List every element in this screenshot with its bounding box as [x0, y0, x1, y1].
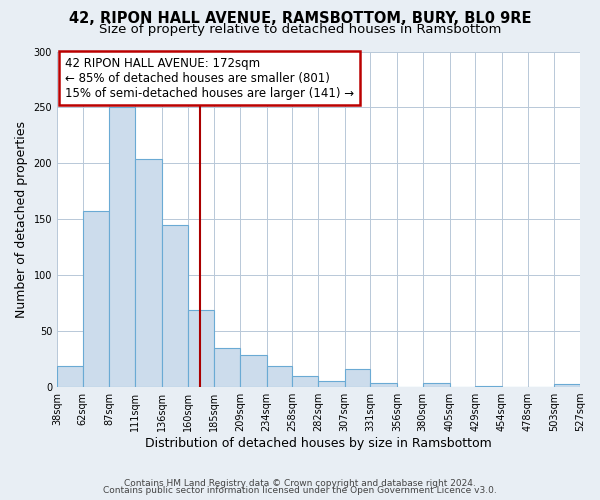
- Bar: [162, 225, 188, 387]
- X-axis label: Distribution of detached houses by size in Ramsbottom: Distribution of detached houses by size …: [145, 437, 492, 450]
- Bar: [318, 382, 345, 387]
- Bar: [345, 369, 370, 387]
- Text: Size of property relative to detached houses in Ramsbottom: Size of property relative to detached ho…: [99, 22, 501, 36]
- Bar: [57, 366, 83, 387]
- Bar: [135, 159, 162, 387]
- Text: Contains public sector information licensed under the Open Government Licence v3: Contains public sector information licen…: [103, 486, 497, 495]
- Bar: [423, 382, 449, 387]
- Bar: [292, 376, 318, 387]
- Bar: [188, 310, 214, 387]
- Y-axis label: Number of detached properties: Number of detached properties: [15, 121, 28, 318]
- Bar: [83, 212, 109, 387]
- Bar: [554, 384, 580, 387]
- Text: Contains HM Land Registry data © Crown copyright and database right 2024.: Contains HM Land Registry data © Crown c…: [124, 478, 476, 488]
- Bar: [475, 386, 502, 387]
- Bar: [214, 348, 240, 387]
- Bar: [266, 366, 292, 387]
- Text: 42, RIPON HALL AVENUE, RAMSBOTTOM, BURY, BL0 9RE: 42, RIPON HALL AVENUE, RAMSBOTTOM, BURY,…: [69, 11, 531, 26]
- Bar: [370, 382, 397, 387]
- Bar: [109, 108, 135, 387]
- Text: 42 RIPON HALL AVENUE: 172sqm
← 85% of detached houses are smaller (801)
15% of s: 42 RIPON HALL AVENUE: 172sqm ← 85% of de…: [65, 56, 354, 100]
- Bar: [240, 354, 266, 387]
